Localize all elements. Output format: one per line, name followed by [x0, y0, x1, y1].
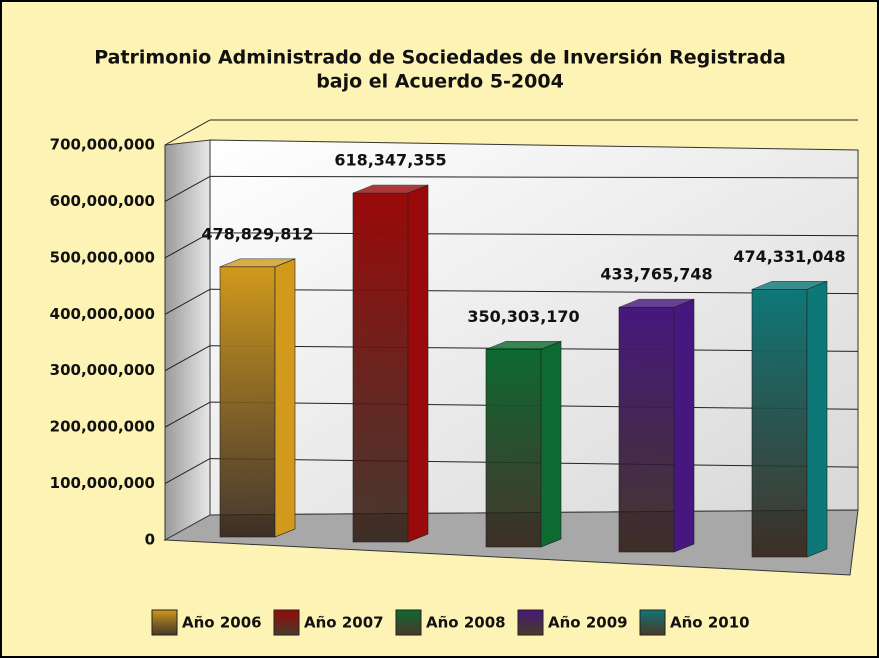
legend-swatch: [273, 609, 300, 636]
grid-line: [209, 232, 859, 237]
legend-label: Año 2007: [304, 614, 384, 632]
chart-title: Patrimonio Administrado de Sociedades de…: [94, 47, 786, 69]
bar: [485, 340, 562, 548]
bar-side: [407, 184, 429, 543]
y-tick-label: 600,000,000: [50, 192, 155, 210]
legend-label: Año 2010: [670, 614, 750, 632]
grid-line: [209, 175, 859, 179]
grid-line: [164, 401, 211, 428]
chart-title: bajo el Acuerdo 5-2004: [316, 71, 564, 93]
grid-line: [209, 288, 859, 295]
grid-line: [164, 458, 211, 485]
bar-top: [485, 341, 562, 350]
legend-label: Año 2009: [548, 614, 628, 632]
bar: [618, 298, 695, 553]
legend-swatch: [151, 609, 178, 636]
grid-line: [164, 232, 211, 259]
bar-front: [352, 192, 409, 543]
grid-line: [164, 119, 211, 146]
legend-swatch: [639, 609, 666, 636]
bar-side: [806, 280, 828, 558]
legend-label: Año 2006: [182, 614, 262, 632]
value-label: 433,765,748: [600, 265, 712, 284]
value-label: 350,303,170: [467, 307, 579, 326]
value-label: 618,347,355: [334, 151, 446, 170]
bar-front: [485, 349, 542, 548]
bar-front: [219, 266, 276, 538]
bar-top: [352, 184, 429, 194]
bar-side: [673, 298, 695, 553]
legend-swatch: [395, 609, 422, 636]
grid-line: [164, 175, 211, 202]
bar-front: [751, 289, 808, 558]
bar-top: [751, 281, 828, 290]
legend-label: Año 2008: [426, 614, 506, 632]
bar-side: [274, 258, 296, 538]
bar-front: [618, 306, 675, 553]
y-tick-label: 300,000,000: [50, 361, 155, 379]
bar: [751, 280, 828, 558]
value-label: 474,331,048: [733, 247, 845, 266]
legend-swatch: [517, 609, 544, 636]
grid-line: [164, 288, 211, 315]
y-tick-label: 200,000,000: [50, 418, 155, 436]
y-tick-label: 100,000,000: [50, 474, 155, 492]
value-label: 478,829,812: [201, 224, 313, 243]
bar: [219, 258, 296, 538]
bar-side: [540, 340, 562, 548]
bar: [352, 184, 429, 543]
y-tick-label: 700,000,000: [50, 136, 155, 154]
bar-top: [618, 298, 695, 308]
bar-top: [219, 258, 296, 268]
y-tick-label: 400,000,000: [50, 305, 155, 323]
grid-line: [164, 345, 211, 372]
y-tick-label: 500,000,000: [50, 248, 155, 266]
y-tick-label: 0: [145, 531, 155, 549]
